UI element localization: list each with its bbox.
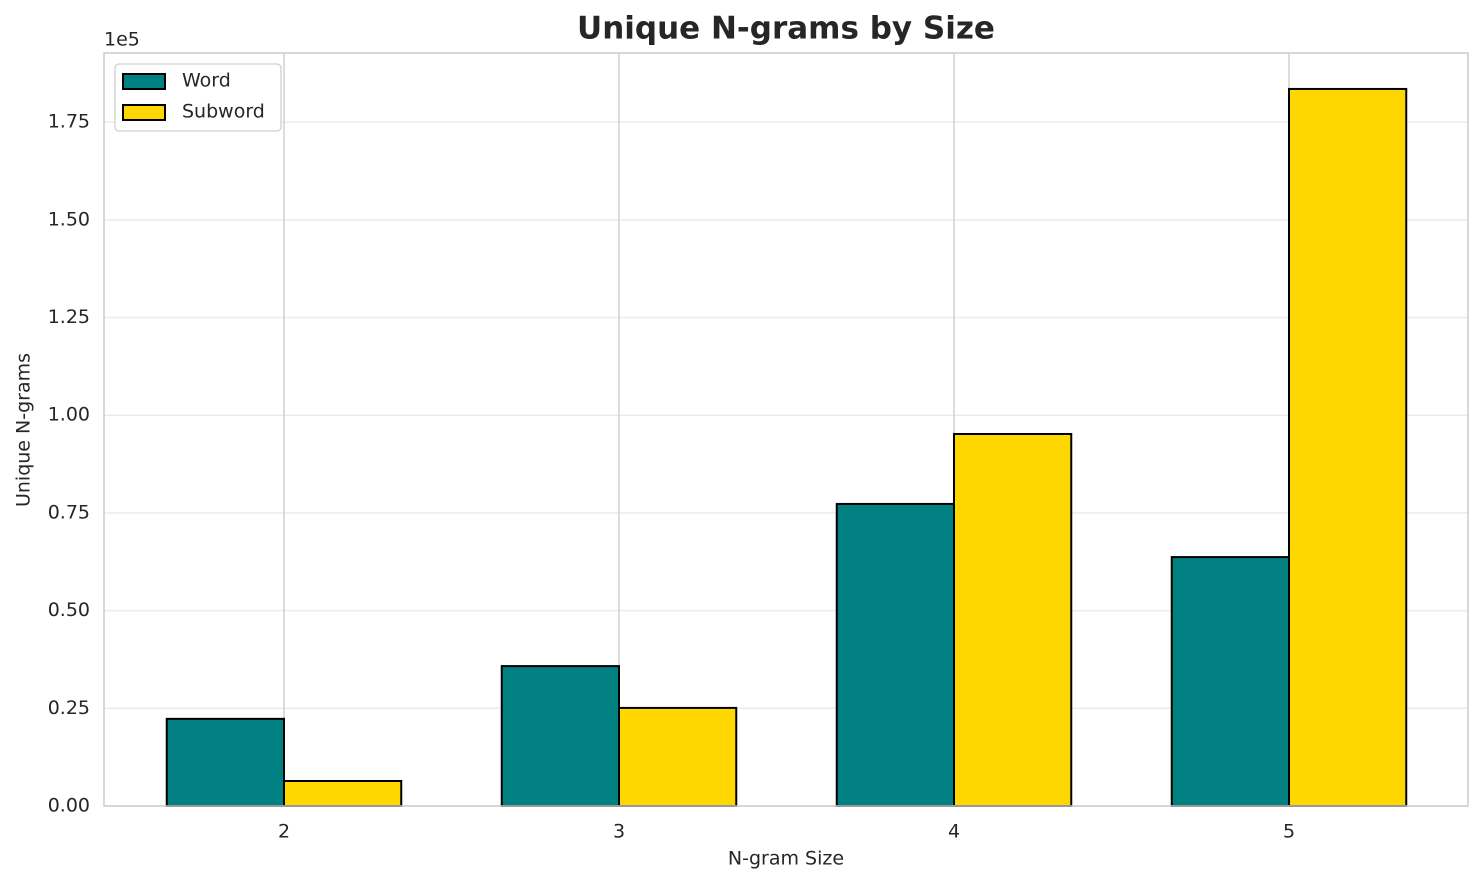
plot-frame (103, 52, 1469, 807)
y-tick-label: 1.25 (48, 306, 90, 328)
y-tick-label: 1.50 (48, 208, 90, 230)
y-offset-label: 1e5 (104, 29, 140, 51)
y-tick-label: 0.00 (48, 795, 90, 817)
bar (165, 717, 285, 807)
bar (953, 432, 1073, 807)
bar (500, 665, 620, 807)
legend-label: Word (182, 70, 231, 92)
y-tick-label: 0.75 (48, 501, 90, 523)
y-tick-label: 0.50 (48, 599, 90, 621)
x-tick-label: 2 (278, 821, 290, 843)
y-tick-label: 1.00 (48, 404, 90, 426)
legend-swatch (122, 104, 166, 121)
legend: Word Subword (114, 63, 282, 132)
bar (835, 502, 955, 807)
bar (283, 779, 403, 807)
y-tick-label: 0.25 (48, 697, 90, 719)
bar (1170, 556, 1290, 807)
chart-title: Unique N-grams by Size (577, 11, 995, 47)
x-tick-label: 4 (948, 821, 960, 843)
x-axis-label: N-gram Size (728, 848, 844, 870)
x-tick-label: 5 (1283, 821, 1295, 843)
y-tick-label: 1.75 (48, 111, 90, 133)
x-tick-label: 3 (613, 821, 625, 843)
legend-label: Subword (182, 101, 265, 123)
legend-swatch (122, 73, 166, 90)
bar (1288, 87, 1408, 807)
y-axis-label: Unique N-grams (13, 353, 35, 507)
bar (618, 706, 738, 807)
